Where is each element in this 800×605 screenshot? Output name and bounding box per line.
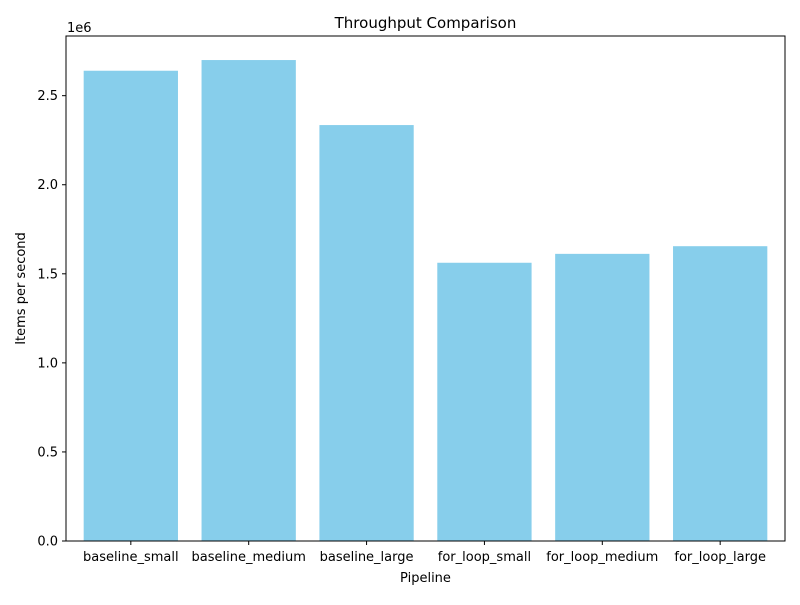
plot-area-frame <box>65 35 786 542</box>
x-tick-label: for_loop_large <box>674 550 766 565</box>
bar-baseline_small <box>83 70 178 542</box>
x-tick-label: baseline_medium <box>192 550 306 565</box>
y-tick-label: 2.5 <box>37 89 58 104</box>
y-axis-label: Items per second <box>14 232 29 345</box>
chart-title: Throughput Comparison <box>334 14 517 32</box>
y-tick-label: 2.0 <box>37 178 58 193</box>
y-axis-offset-label: 1e6 <box>67 21 92 36</box>
x-tick-label: for_loop_medium <box>546 550 658 565</box>
bar-baseline_large <box>319 125 414 542</box>
y-tick-label: 1.5 <box>37 267 58 282</box>
bar-for_loop_small <box>437 262 532 541</box>
bar-baseline_medium <box>201 60 296 542</box>
y-tick-label: 0.0 <box>37 535 58 550</box>
bar-for_loop_medium <box>555 253 650 541</box>
x-tick-label: for_loop_small <box>438 550 531 565</box>
y-axis-ticks: 0.0 0.5 1.0 1.5 2.0 2.5 <box>37 89 66 550</box>
x-axis-ticks: baseline_small baseline_medium baseline_la… <box>83 541 766 565</box>
bars-group <box>83 60 768 542</box>
y-tick-label: 0.5 <box>37 445 58 460</box>
x-tick-label: baseline_large <box>320 550 414 565</box>
y-tick-label: 1.0 <box>37 356 58 371</box>
x-axis-label: Pipeline <box>400 571 451 586</box>
x-tick-label: baseline_small <box>83 550 179 565</box>
bar-for_loop_large <box>673 246 768 541</box>
